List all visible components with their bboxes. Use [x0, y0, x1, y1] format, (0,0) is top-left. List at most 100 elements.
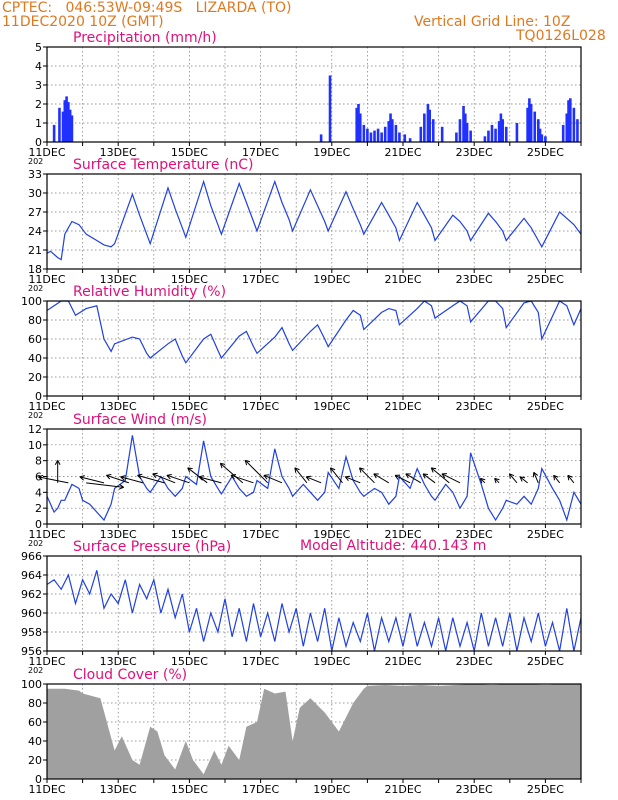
y-tick-label: 3 — [35, 79, 42, 92]
x-tick-label: 19DEC — [313, 655, 350, 668]
panel-humidity: 0 20 40 60 80 100 11DEC 13DEC 15DEC 17DEC 19DEC 21D… — [21, 284, 582, 420]
precip-bar — [572, 107, 576, 142]
x-tick-label: 25DEC — [527, 273, 564, 286]
precip-bar — [63, 100, 67, 142]
panel-title: Relative Humidity (%) — [73, 284, 226, 300]
precip-bar — [389, 113, 392, 142]
x-tick-label: 23DEC — [456, 273, 493, 286]
x-tick-label: 21DEC — [384, 273, 421, 286]
x-tick-label: 25DEC — [527, 528, 564, 541]
precip-bar — [383, 126, 387, 142]
wind-arrow — [519, 476, 528, 484]
precip-bar — [490, 124, 494, 142]
station-header: CPTEC: 046:53W-09:49S LIZARDA (TO) — [2, 0, 292, 16]
precip-bar — [567, 100, 570, 142]
product-code: TQ0126L028 — [516, 28, 606, 44]
precip-bar — [61, 111, 65, 142]
precip-bar — [358, 113, 362, 142]
precip-bar — [419, 126, 423, 142]
y-tick-label: 18 — [28, 263, 42, 276]
wind-arrow — [405, 473, 422, 484]
x-tick-label: 11DEC — [28, 273, 65, 286]
year-label: 202 — [28, 284, 43, 293]
y-tick-label: 964 — [21, 569, 42, 582]
y-tick-label: 21 — [28, 244, 42, 257]
run-date: 11DEC2020 10Z (GMT) — [2, 14, 164, 30]
y-tick-label: 40 — [28, 352, 42, 365]
y-tick-label: 962 — [21, 588, 42, 601]
precip-bar — [464, 113, 467, 142]
wind-arrow — [373, 473, 390, 484]
x-tick-label: 13DEC — [100, 655, 137, 668]
precip-bar — [394, 124, 398, 142]
precip-bar — [387, 121, 391, 142]
x-tick-label: 21DEC — [384, 146, 421, 159]
year-label: 202 — [28, 539, 43, 548]
wind-arrow — [79, 475, 105, 484]
x-tick-label: 15DEC — [171, 528, 208, 541]
precip-bar — [538, 128, 542, 142]
x-tick-label: 23DEC — [456, 655, 493, 668]
x-tick-label: 17DEC — [242, 655, 279, 668]
wind-arrow — [219, 462, 244, 484]
precip-bar — [319, 134, 323, 142]
x-tick-label: 21DEC — [384, 528, 421, 541]
wind-arrow — [567, 474, 575, 484]
x-tick-label: 19DEC — [313, 273, 350, 286]
precip-bar — [65, 96, 68, 142]
y-tick-label: 2 — [35, 502, 42, 515]
panel-title: Precipitation (mm/h) — [73, 30, 217, 46]
x-tick-label: 15DEC — [171, 273, 208, 286]
x-tick-label: 15DEC — [171, 146, 208, 159]
precip-bar — [497, 121, 501, 142]
y-tick-label: 4 — [35, 60, 42, 73]
precip-bar — [504, 126, 508, 142]
panel-temperature: 18 21 24 27 30 33 11DEC 13DEC 15DEC 17DEC 19DEC 21D… — [28, 157, 582, 293]
wind-arrow — [553, 474, 561, 484]
x-tick-label: 21DEC — [384, 783, 421, 796]
x-tick-label: 13DEC — [100, 400, 137, 413]
y-tick-label: 12 — [28, 423, 42, 436]
x-tick-label: 17DEC — [242, 783, 279, 796]
precip-bar — [67, 102, 70, 142]
y-tick-label: 20 — [28, 371, 42, 384]
precip-bar — [576, 119, 579, 142]
y-tick-label: 0 — [35, 518, 42, 531]
x-tick-label: 17DEC — [242, 146, 279, 159]
precip-bar — [70, 115, 74, 142]
series-line-pressure — [46, 570, 582, 652]
precip-bar — [440, 126, 444, 142]
x-tick-label: 15DEC — [171, 400, 208, 413]
y-tick-label: 0 — [35, 390, 42, 403]
precip-bar — [526, 107, 529, 142]
panel-frame — [46, 428, 582, 525]
wind-arrow — [120, 475, 144, 484]
wind-arrow — [106, 473, 130, 484]
x-tick-label: 17DEC — [242, 273, 279, 286]
y-tick-label: 958 — [21, 626, 42, 639]
wind-arrow — [508, 473, 518, 484]
precip-bar — [380, 132, 383, 142]
y-tick-label: 33 — [28, 168, 42, 181]
precip-bar — [462, 105, 465, 142]
panel-cloud-cover: 0 20 40 60 80 100 11DEC 13DEC 15DEC 17DEC 19DEC 21D… — [21, 667, 582, 796]
y-tick-label: 10 — [28, 439, 42, 452]
precip-bar — [369, 132, 373, 142]
precip-bar — [533, 111, 537, 142]
precip-bar — [487, 130, 490, 142]
precip-bar — [423, 113, 426, 142]
wind-arrow — [329, 467, 343, 484]
panel-title: Cloud Cover (%) — [73, 667, 187, 683]
wind-arrow — [152, 472, 176, 484]
x-tick-label: 11DEC — [28, 783, 65, 796]
year-label: 202 — [28, 411, 43, 420]
precip-bar — [458, 119, 462, 142]
cloud-cover-area — [47, 684, 581, 779]
wind-arrow — [430, 467, 450, 484]
precip-bar — [528, 98, 531, 142]
precip-bar — [483, 136, 487, 142]
y-tick-label: 80 — [28, 697, 42, 710]
panel-frame — [46, 173, 582, 270]
